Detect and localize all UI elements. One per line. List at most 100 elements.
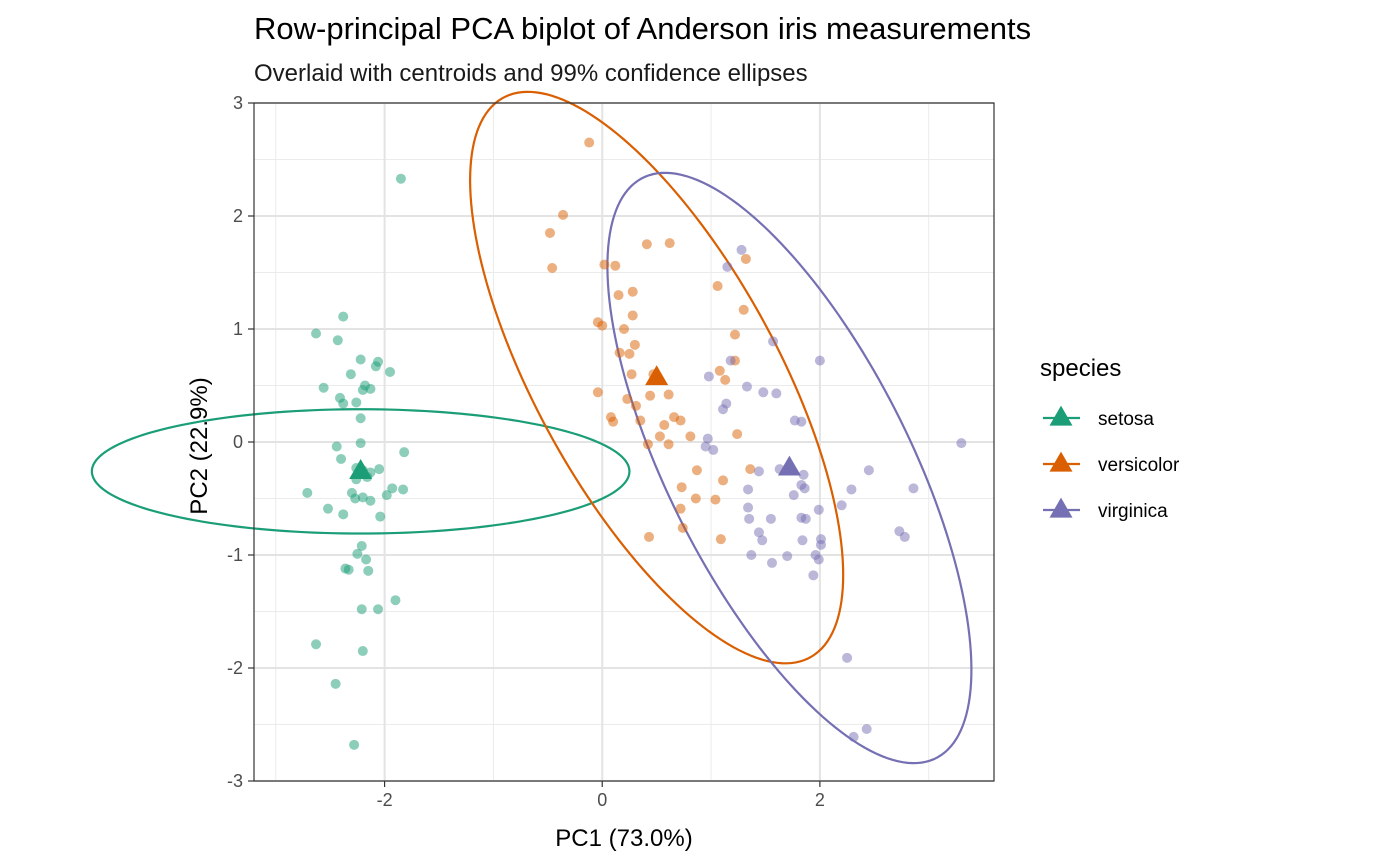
point-virginica [861,724,872,735]
point-setosa [330,678,341,689]
point-setosa [365,383,376,394]
point-virginica [718,404,729,415]
legend-title: species [1040,355,1121,382]
point-versicolor [715,534,726,545]
legend-key-triangle [1049,451,1073,472]
point-versicolor [610,260,621,271]
legend-entries: setosa versicolor virginica [1043,405,1180,522]
x-tick-label: 2 [815,790,825,810]
point-virginica [908,483,919,494]
point-virginica [813,554,824,565]
point-setosa [365,495,376,506]
y-tick-label: 2 [233,206,243,226]
legend-key-triangle [1049,497,1073,518]
y-tick-label: 3 [233,93,243,113]
point-versicolor [614,347,625,358]
point-virginica [722,261,733,272]
point-setosa [356,540,367,551]
centroid-virginica [777,455,801,476]
point-virginica [814,355,825,366]
point-versicolor [654,431,665,442]
point-virginica [863,465,874,476]
y-tick-label: -3 [227,771,243,791]
point-setosa [390,595,401,606]
point-virginica [741,381,752,392]
point-virginica [768,336,779,347]
point-setosa [387,483,398,494]
point-virginica [708,444,719,455]
point-virginica [899,531,910,542]
point-virginica [758,387,769,398]
point-setosa [361,554,372,565]
x-tick-label: 0 [597,790,607,810]
point-virginica [797,535,808,546]
point-versicolor [677,522,688,533]
point-virginica [743,502,754,513]
point-versicolor [641,239,652,250]
point-versicolor [730,329,740,340]
point-virginica [842,652,853,663]
y-tick-label: -1 [227,545,243,565]
x-axis: -2 0 2 [377,781,825,810]
legend-label: versicolor [1098,455,1180,476]
ellipse-virginica [606,171,973,765]
point-versicolor [613,290,624,301]
legend-entry-virginica: virginica [1043,497,1168,522]
point-versicolor [630,400,641,411]
point-setosa [370,361,381,372]
point-versicolor [732,429,743,440]
point-setosa [323,503,333,514]
point-setosa [355,438,366,449]
point-virginica [799,483,810,494]
point-versicolor [624,348,635,359]
point-virginica [746,550,757,560]
point-versicolor [720,374,731,385]
legend-label: setosa [1098,409,1154,430]
point-versicolor [718,475,729,486]
point-setosa [350,493,361,504]
point-setosa [385,366,396,377]
point-versicolor [745,464,756,475]
ellipse-versicolor [469,90,845,665]
point-versicolor [663,389,674,400]
point-setosa [355,354,366,365]
point-versicolor [619,324,629,334]
point-setosa [311,328,322,339]
point-versicolor [664,238,675,249]
legend-entry-setosa: setosa [1043,405,1154,430]
point-setosa [357,492,368,503]
point-versicolor [740,253,751,264]
point-virginica [798,469,809,480]
point-virginica [782,551,793,562]
point-setosa [332,335,343,346]
point-setosa [398,484,409,495]
point-versicolor [584,137,595,148]
point-virginica [703,371,714,382]
point-virginica [743,484,754,495]
point-setosa [336,453,347,464]
point-virginica [700,441,711,452]
point-versicolor [685,431,696,442]
y-tick-label: -2 [227,658,243,678]
point-setosa [349,739,360,750]
point-setosa [375,511,386,522]
point-versicolor [675,503,686,514]
point-setosa [352,548,363,559]
point-setosa [355,413,366,424]
x-axis-title: PC1 (73.0%) [555,825,692,852]
point-versicolor [663,439,674,450]
point-versicolor [659,420,670,431]
point-virginica [767,557,777,568]
centroid-versicolor [645,365,669,386]
point-virginica [771,388,782,399]
point-versicolor [558,209,569,220]
point-versicolor [547,262,558,273]
point-versicolor [622,394,633,405]
point-setosa [363,565,374,576]
point-virginica [813,504,824,515]
point-virginica [808,570,819,581]
point-setosa [395,173,406,184]
point-versicolor [597,320,608,331]
x-tick-label: -2 [377,790,393,810]
point-setosa [399,447,410,458]
